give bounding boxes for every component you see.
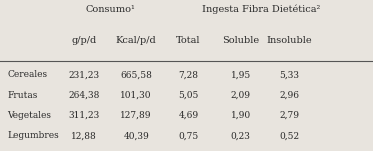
Text: Consumo¹: Consumo¹	[85, 5, 135, 14]
Text: 0,23: 0,23	[231, 131, 251, 140]
Text: Soluble: Soluble	[222, 36, 259, 45]
Text: 2,79: 2,79	[279, 111, 299, 120]
Text: 5,05: 5,05	[178, 91, 198, 100]
Text: 1,95: 1,95	[231, 70, 251, 79]
Text: 12,88: 12,88	[71, 131, 97, 140]
Text: 127,89: 127,89	[120, 111, 152, 120]
Text: Kcal/p/d: Kcal/p/d	[116, 36, 157, 45]
Text: Ingesta Fibra Dietética²: Ingesta Fibra Dietética²	[202, 5, 320, 14]
Text: Insoluble: Insoluble	[266, 36, 312, 45]
Text: 40,39: 40,39	[123, 131, 149, 140]
Text: 1,90: 1,90	[231, 111, 251, 120]
Text: 4,69: 4,69	[178, 111, 198, 120]
Text: 311,23: 311,23	[68, 111, 100, 120]
Text: Cereales: Cereales	[7, 70, 48, 79]
Text: Vegetales: Vegetales	[7, 111, 51, 120]
Text: Frutas: Frutas	[7, 91, 38, 100]
Text: 2,96: 2,96	[279, 91, 299, 100]
Text: 5,33: 5,33	[279, 70, 299, 79]
Text: 0,52: 0,52	[279, 131, 299, 140]
Text: 264,38: 264,38	[68, 91, 100, 100]
Text: 2,09: 2,09	[231, 91, 251, 100]
Text: 665,58: 665,58	[120, 70, 152, 79]
Text: g/p/d: g/p/d	[71, 36, 97, 45]
Text: 0,75: 0,75	[178, 131, 198, 140]
Text: 7,28: 7,28	[178, 70, 198, 79]
Text: 101,30: 101,30	[120, 91, 152, 100]
Text: 231,23: 231,23	[68, 70, 100, 79]
Text: Legumbres: Legumbres	[7, 131, 59, 140]
Text: Total: Total	[176, 36, 201, 45]
